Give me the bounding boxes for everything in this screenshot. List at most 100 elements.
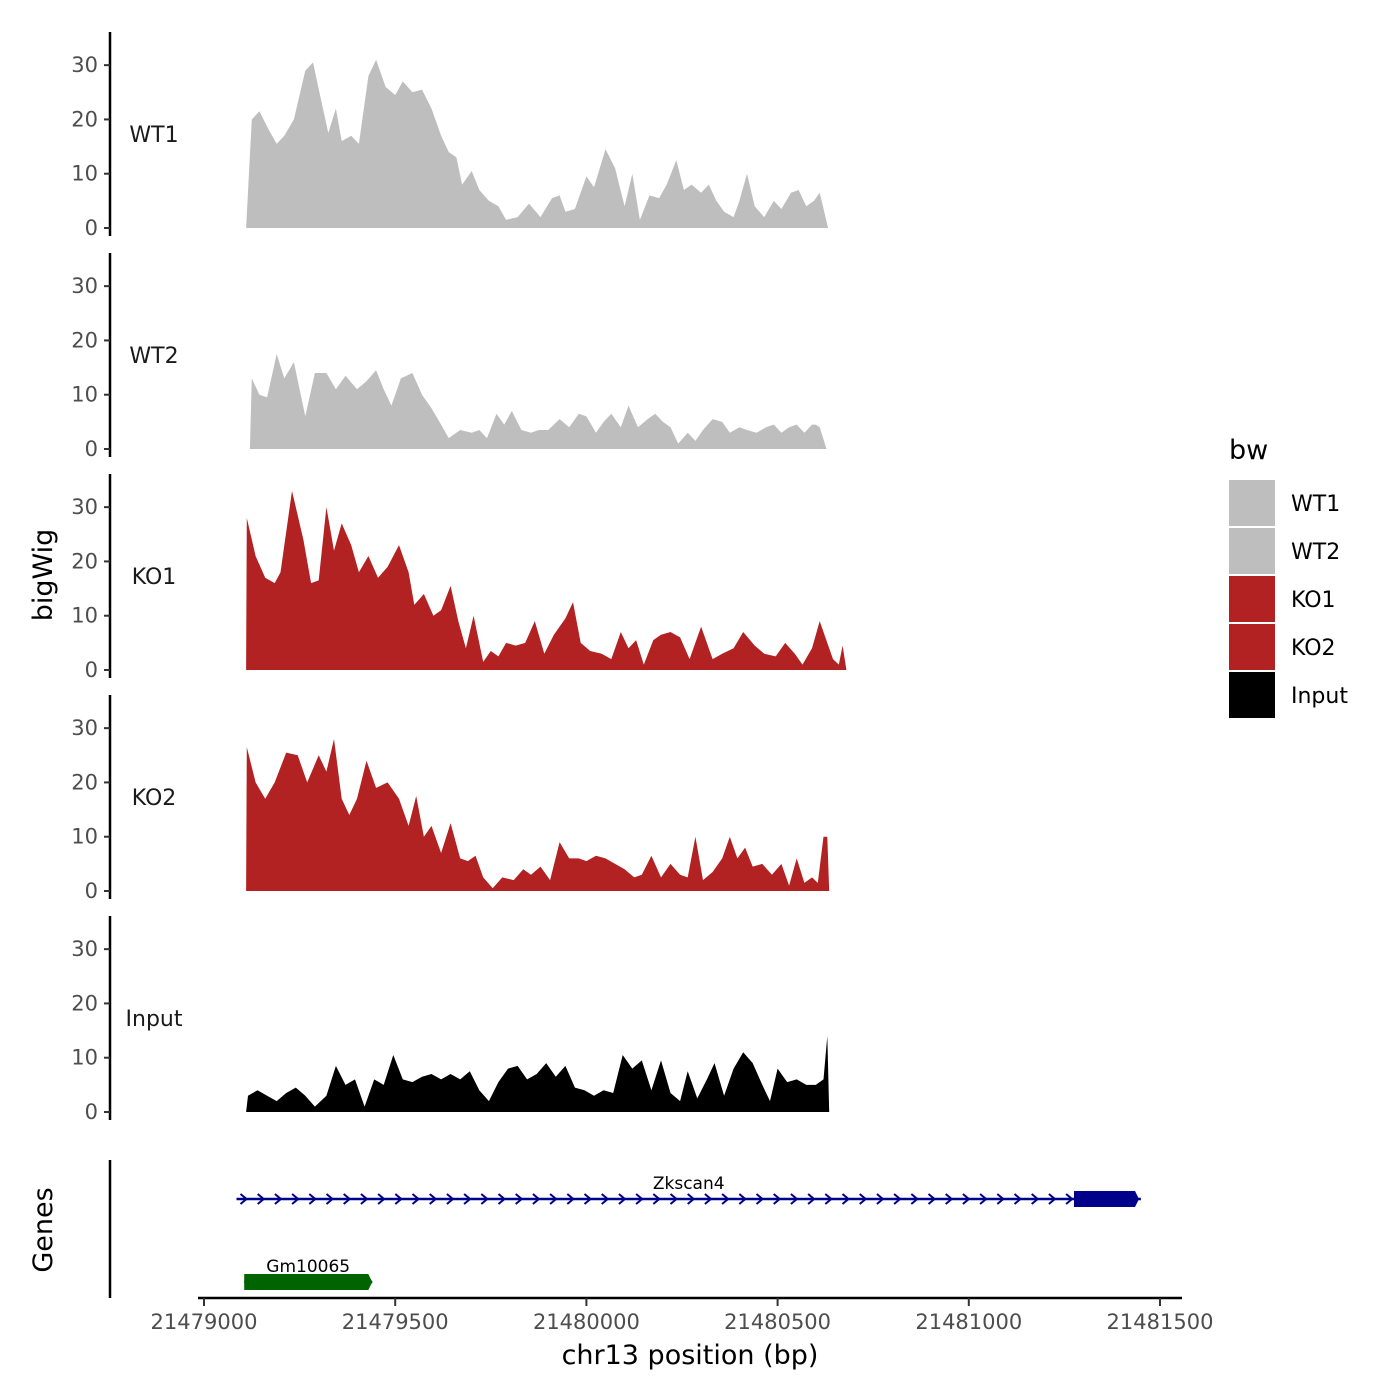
y-tick-label: 0 bbox=[85, 879, 98, 903]
strand-arrow bbox=[515, 1193, 524, 1205]
y-tick-label: 0 bbox=[85, 216, 98, 240]
legend-swatch bbox=[1229, 576, 1275, 622]
strand-arrow bbox=[549, 1193, 558, 1205]
strand-arrow bbox=[291, 1193, 300, 1205]
strand-arrow bbox=[773, 1193, 782, 1205]
y-tick-label: 30 bbox=[71, 53, 98, 77]
gene-label: Zkscan4 bbox=[653, 1174, 725, 1194]
track-wt2: 0 10 20 30 WT2 bbox=[71, 253, 827, 461]
strand-arrow bbox=[790, 1193, 799, 1205]
y-tick-label: 10 bbox=[71, 162, 98, 186]
strand-arrow bbox=[807, 1193, 816, 1205]
legend-item-ko1: KO1 bbox=[1229, 576, 1336, 622]
strand-arrow bbox=[910, 1193, 919, 1205]
track-label: WT1 bbox=[129, 123, 178, 148]
legend-item-wt2: WT2 bbox=[1229, 528, 1340, 574]
strand-arrow bbox=[446, 1193, 455, 1205]
strand-arrow bbox=[876, 1193, 885, 1205]
y-tick-label: 20 bbox=[71, 770, 98, 794]
track-label: Input bbox=[126, 1007, 183, 1032]
strand-arrow bbox=[463, 1193, 472, 1205]
strand-arrow bbox=[738, 1193, 747, 1205]
y-tick-label: 10 bbox=[71, 604, 98, 628]
track-ko2: 0 10 20 30 KO2 bbox=[71, 695, 830, 903]
y-tick-label: 20 bbox=[71, 549, 98, 573]
strand-arrow bbox=[343, 1193, 352, 1205]
strand-arrow bbox=[394, 1193, 403, 1205]
legend-label: KO2 bbox=[1291, 636, 1336, 661]
legend: bw WT1 WT2 KO1 KO2 Input bbox=[1229, 435, 1348, 718]
strand-arrow bbox=[257, 1193, 266, 1205]
strand-arrow bbox=[274, 1193, 283, 1205]
strand-arrow bbox=[480, 1193, 489, 1205]
strand-arrow bbox=[566, 1193, 575, 1205]
y-tick-label: 30 bbox=[71, 716, 98, 740]
area-input bbox=[246, 1036, 830, 1112]
y-tick-label: 10 bbox=[71, 825, 98, 849]
gene-label: Gm10065 bbox=[266, 1257, 350, 1277]
strand-arrow bbox=[325, 1193, 335, 1205]
area-wt2 bbox=[249, 354, 827, 449]
track-label: WT2 bbox=[129, 344, 178, 369]
strand-arrow bbox=[721, 1193, 730, 1205]
genes-axis-title: Genes bbox=[28, 1187, 59, 1272]
strand-arrow bbox=[687, 1193, 696, 1205]
y-tick-label: 10 bbox=[71, 1046, 98, 1070]
bigwig-tracks: 0 10 20 30 WT1 0 10 20 30 WT2 0 10 20 30 KO1 0 10 20 30 KO2… bbox=[71, 32, 847, 1124]
gene-zkscan4: Zkscan4 bbox=[236, 1174, 1141, 1207]
genes-panel: Gm10065 Zkscan4 bbox=[108, 1160, 1141, 1298]
strand-arrow bbox=[583, 1193, 593, 1205]
x-tick-label: 21481000 bbox=[915, 1310, 1022, 1334]
y-tick-label: 0 bbox=[85, 658, 98, 682]
strand-arrow bbox=[669, 1193, 679, 1205]
track-label: KO2 bbox=[132, 786, 177, 811]
strand-arrow bbox=[859, 1193, 868, 1205]
strand-arrow bbox=[755, 1193, 765, 1205]
area-ko2 bbox=[246, 739, 830, 891]
gene-gm10065: Gm10065 bbox=[244, 1257, 373, 1290]
legend-item-ko2: KO2 bbox=[1229, 624, 1336, 670]
legend-title: bw bbox=[1229, 435, 1268, 466]
track-input: 0 10 20 30 Input bbox=[71, 916, 830, 1124]
strand-arrow bbox=[411, 1193, 421, 1205]
strand-arrow bbox=[979, 1193, 988, 1205]
strand-arrow bbox=[601, 1193, 610, 1205]
strand-arrow bbox=[497, 1193, 507, 1205]
x-axis-title: chr13 position (bp) bbox=[562, 1340, 819, 1371]
strand-arrow bbox=[893, 1193, 902, 1205]
exon bbox=[1074, 1191, 1139, 1207]
y-tick-label: 10 bbox=[71, 383, 98, 407]
strand-arrow bbox=[704, 1193, 713, 1205]
strand-arrow bbox=[360, 1193, 369, 1205]
strand-arrow bbox=[945, 1193, 954, 1205]
strand-arrow bbox=[239, 1193, 249, 1205]
area-wt1 bbox=[246, 59, 829, 229]
y-tick-label: 20 bbox=[71, 328, 98, 352]
x-tick-label: 21480500 bbox=[724, 1310, 831, 1334]
track-ko1: 0 10 20 30 KO1 bbox=[71, 474, 847, 682]
legend-label: Input bbox=[1291, 684, 1348, 709]
x-tick-label: 21481500 bbox=[1107, 1310, 1214, 1334]
y-axis-title: bigWig bbox=[28, 529, 59, 622]
track-wt1: 0 10 20 30 WT1 bbox=[71, 32, 829, 240]
legend-label: WT1 bbox=[1291, 492, 1340, 517]
y-tick-label: 20 bbox=[71, 107, 98, 131]
legend-swatch bbox=[1229, 624, 1275, 670]
x-tick-label: 21480000 bbox=[533, 1310, 640, 1334]
legend-item-wt1: WT1 bbox=[1229, 480, 1340, 526]
strand-arrow bbox=[618, 1193, 627, 1205]
y-tick-label: 0 bbox=[85, 437, 98, 461]
area-ko1 bbox=[246, 490, 847, 670]
legend-label: WT2 bbox=[1291, 540, 1340, 565]
legend-swatch bbox=[1229, 672, 1275, 718]
legend-swatch bbox=[1229, 480, 1275, 526]
strand-arrow bbox=[1048, 1193, 1057, 1205]
exon bbox=[244, 1274, 373, 1290]
strand-arrow bbox=[996, 1193, 1005, 1205]
y-tick-label: 30 bbox=[71, 274, 98, 298]
strand-arrow bbox=[824, 1193, 833, 1205]
strand-arrow bbox=[927, 1193, 937, 1205]
x-tick-label: 21479000 bbox=[151, 1310, 258, 1334]
strand-arrow bbox=[841, 1193, 851, 1205]
